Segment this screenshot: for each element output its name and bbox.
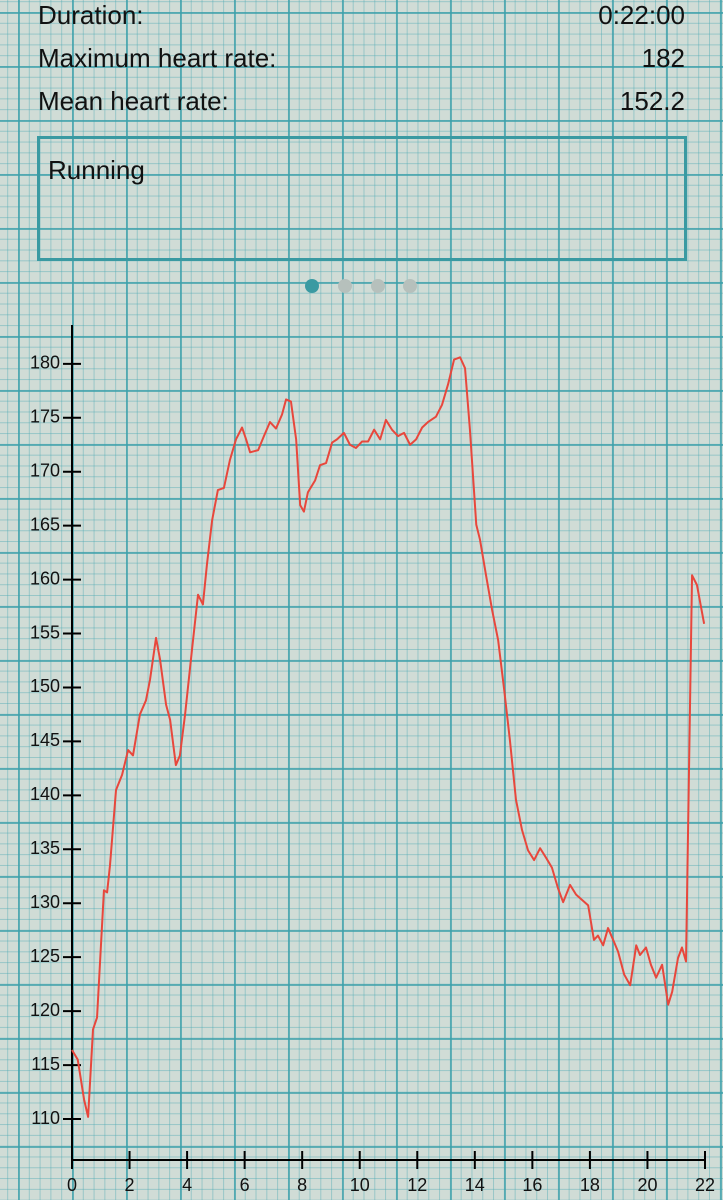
y-tick-label: 155 bbox=[30, 622, 60, 642]
heart-rate-line bbox=[71, 356, 706, 1118]
page-dot-active[interactable] bbox=[305, 279, 319, 293]
summary-row: Mean heart rate: 152.2 bbox=[38, 86, 685, 126]
y-tick-label: 140 bbox=[30, 784, 60, 804]
x-tick-label: 20 bbox=[637, 1175, 657, 1195]
y-tick-label: 175 bbox=[30, 407, 60, 427]
page-dot[interactable] bbox=[338, 279, 352, 293]
x-tick-label: 8 bbox=[297, 1175, 307, 1195]
x-tick-label: 10 bbox=[350, 1175, 370, 1195]
value: 182 bbox=[641, 43, 685, 73]
y-tick-label: 125 bbox=[30, 946, 60, 966]
y-tick-label: 110 bbox=[31, 1108, 60, 1128]
label: Maximum heart rate: bbox=[38, 43, 277, 73]
value: 0:22:00 bbox=[598, 0, 685, 30]
x-tick-label: 4 bbox=[182, 1175, 192, 1195]
y-tick-label: 170 bbox=[30, 460, 60, 480]
label: Duration: bbox=[38, 0, 144, 30]
y-tick-label: 160 bbox=[30, 568, 60, 588]
x-tick-label: 14 bbox=[465, 1175, 485, 1195]
x-tick-label: 22 bbox=[695, 1175, 715, 1195]
x-tick-label: 6 bbox=[240, 1175, 250, 1195]
note-text: Running bbox=[48, 155, 145, 185]
value: 152.2 bbox=[619, 86, 685, 116]
note-box[interactable]: Running bbox=[37, 136, 687, 261]
y-tick-label: 135 bbox=[30, 838, 60, 858]
y-tick-label: 145 bbox=[30, 730, 60, 750]
summary-row: Duration: 0:22:00 bbox=[38, 0, 685, 40]
x-tick-label: 0 bbox=[67, 1175, 77, 1195]
y-tick-label: 165 bbox=[30, 514, 60, 534]
x-tick-label: 18 bbox=[580, 1175, 600, 1195]
page-dot[interactable] bbox=[403, 279, 417, 293]
y-tick-label: 150 bbox=[30, 676, 60, 696]
x-tick-label: 12 bbox=[407, 1175, 427, 1195]
x-tick-label: 16 bbox=[522, 1175, 542, 1195]
summary-row: Maximum heart rate: 182 bbox=[38, 43, 685, 83]
y-tick-label: 115 bbox=[31, 1054, 60, 1074]
y-tick-label: 180 bbox=[30, 353, 60, 373]
label: Mean heart rate: bbox=[38, 86, 229, 116]
x-tick-label: 2 bbox=[125, 1175, 135, 1195]
page-dot[interactable] bbox=[371, 279, 385, 293]
y-tick-label: 130 bbox=[30, 892, 60, 912]
y-tick-label: 120 bbox=[30, 1000, 60, 1020]
